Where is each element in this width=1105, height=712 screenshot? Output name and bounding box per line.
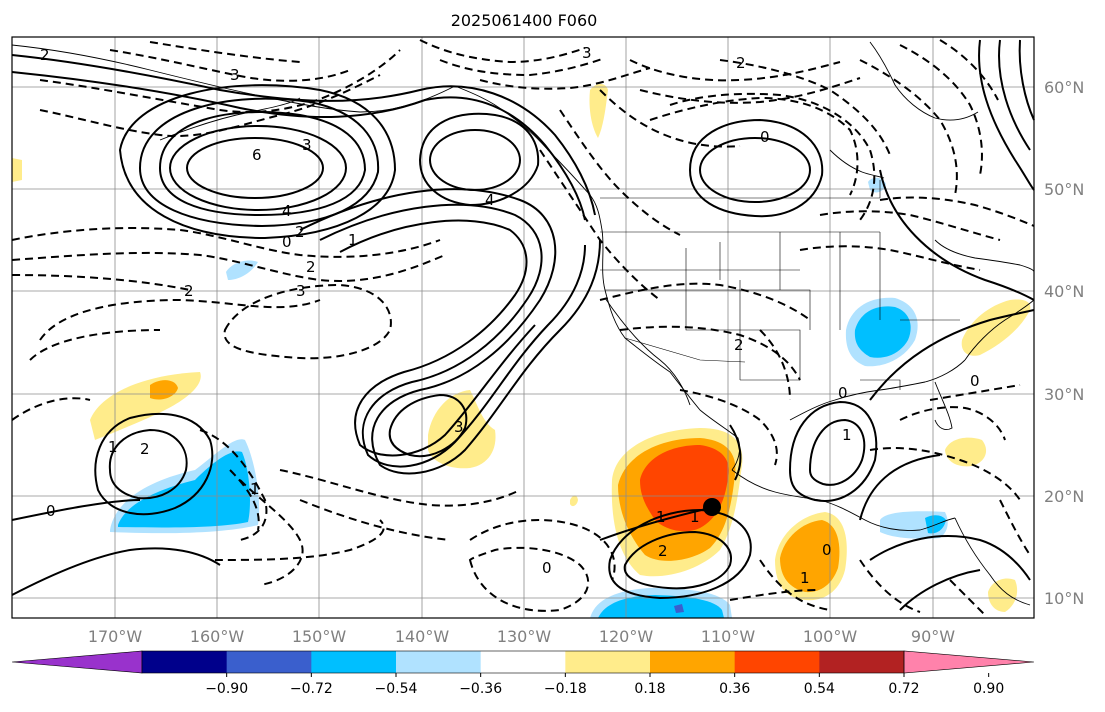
contour-label: 1: [250, 480, 260, 498]
field-yellow-small-a: [570, 495, 578, 507]
latitude-axis: 60°N 50°N 40°N 30°N 20°N 10°N: [1044, 78, 1084, 608]
political-borders: [600, 180, 960, 390]
field-yellow-caribbean-se: [988, 578, 1018, 612]
lat-label: 30°N: [1044, 385, 1084, 404]
contour-label: 0: [542, 559, 552, 577]
contour-label: 0: [760, 128, 770, 146]
dashed-contours: [11, 39, 1035, 616]
colorbar-segment: [819, 651, 905, 673]
contour-label: 3: [454, 418, 464, 436]
field-yellow-north: [589, 84, 608, 138]
lon-label: 130°W: [497, 627, 552, 646]
contour-label-group: 2 3 6 4 3 4 2 0 1 2 3 2 3 0 3 2 0 2 1 1 …: [40, 44, 980, 587]
field-yellow-atlantic: [945, 437, 987, 467]
contour-label: 1: [656, 508, 666, 526]
lat-label: 10°N: [1044, 589, 1084, 608]
contour-label: 1: [690, 508, 700, 526]
contour-label: 2: [734, 336, 744, 354]
lon-label: 110°W: [701, 627, 756, 646]
contour-label: 2: [140, 440, 150, 458]
lon-label: 150°W: [292, 627, 347, 646]
contour-label: 4: [485, 191, 495, 209]
colorbar-tick-label: −0.18: [544, 681, 587, 697]
colorbar-tick-label: 0.18: [634, 681, 665, 697]
colorbar-ticks: −0.90 −0.72 −0.54 −0.36 −0.18 0.18 0.36 0.54 0.7…: [205, 673, 1004, 697]
lon-label: 170°W: [88, 627, 143, 646]
colorbar-segment: [565, 651, 651, 673]
contour-label: 3: [296, 282, 306, 300]
colorbar-segment: [480, 651, 566, 673]
solid-contours: [11, 39, 1035, 611]
contour-label: 6: [252, 146, 262, 164]
contour-label: 0: [282, 233, 292, 251]
colorbar: −0.90 −0.72 −0.54 −0.36 −0.18 0.18 0.36 0.54 0.7…: [11, 650, 1035, 697]
colorbar-segment: [226, 651, 312, 673]
lon-label: 90°W: [911, 627, 955, 646]
contour-label: 3: [302, 136, 312, 154]
map-border: [11, 36, 1035, 619]
colorbar-tick-label: −0.72: [290, 681, 333, 697]
contour-label: 2: [306, 258, 316, 276]
lat-label: 40°N: [1044, 282, 1084, 301]
lon-label: 120°W: [599, 627, 654, 646]
lon-label: 100°W: [803, 627, 858, 646]
contour-label: 0: [822, 541, 832, 559]
contour-label: 3: [582, 44, 592, 62]
contour-label: 3: [230, 66, 240, 84]
map-frame: 2 3 6 4 3 4 2 0 1 2 3 2 3 0 3 2 0 2 1 1 …: [11, 36, 1035, 619]
colorbar-segment: [311, 651, 397, 673]
colorbar-segment: [650, 651, 736, 673]
colorbar-tick-label: 0.72: [888, 681, 919, 697]
lon-label: 160°W: [190, 627, 245, 646]
contour-label: 2: [184, 282, 194, 300]
contour-label: 0: [970, 372, 980, 390]
contour-high-5: [169, 125, 347, 211]
location-marker: [703, 498, 721, 516]
colorbar-segment: [142, 651, 228, 673]
colorbar-extend-low: [11, 650, 143, 674]
lon-label: 140°W: [395, 627, 450, 646]
colorbar-tick-label: 0.90: [973, 681, 1004, 697]
lat-label: 60°N: [1044, 78, 1084, 97]
field-orange-pacific-east: [780, 520, 840, 593]
field-orange-west: [150, 380, 178, 400]
colorbar-tick-label: −0.36: [459, 681, 502, 697]
lat-label: 50°N: [1044, 180, 1084, 199]
lat-label: 20°N: [1044, 487, 1084, 506]
contour-label: 2: [736, 54, 746, 72]
colorbar-segments: [11, 650, 1035, 674]
colorbar-segment: [396, 651, 482, 673]
contour-high-northeast: [699, 137, 811, 203]
contour-label: 1: [800, 569, 810, 587]
colorbar-tick-label: −0.54: [375, 681, 418, 697]
longitude-axis: 170°W 160°W 150°W 140°W 130°W 120°W 110°…: [88, 627, 955, 646]
contour-label: 0: [46, 502, 56, 520]
contour-label: 1: [842, 426, 852, 444]
contour-label: 1: [348, 231, 358, 249]
colorbar-outline: [141, 650, 905, 674]
colorbar-segment: [734, 651, 820, 673]
colorbar-extend-high: [903, 650, 1035, 674]
contour-label: 2: [658, 542, 668, 560]
map-title: 2025061400 F060: [451, 11, 598, 30]
colorbar-tick-label: 0.36: [719, 681, 750, 697]
field-yellow-left-edge: [12, 158, 22, 182]
contour-label: 2: [40, 46, 50, 64]
contour-label: 2: [295, 223, 305, 241]
field-cyan-small: [674, 604, 684, 613]
colorbar-tick-label: 0.54: [804, 681, 835, 697]
field-cyan-south: [598, 595, 724, 618]
contour-high-6: [186, 137, 324, 199]
field-cyan-gulf: [854, 306, 911, 358]
contour-label: 1: [108, 438, 118, 456]
contour-label: 0: [838, 384, 848, 402]
colorbar-tick-label: −0.90: [205, 681, 248, 697]
contour-label: 4: [282, 202, 292, 220]
